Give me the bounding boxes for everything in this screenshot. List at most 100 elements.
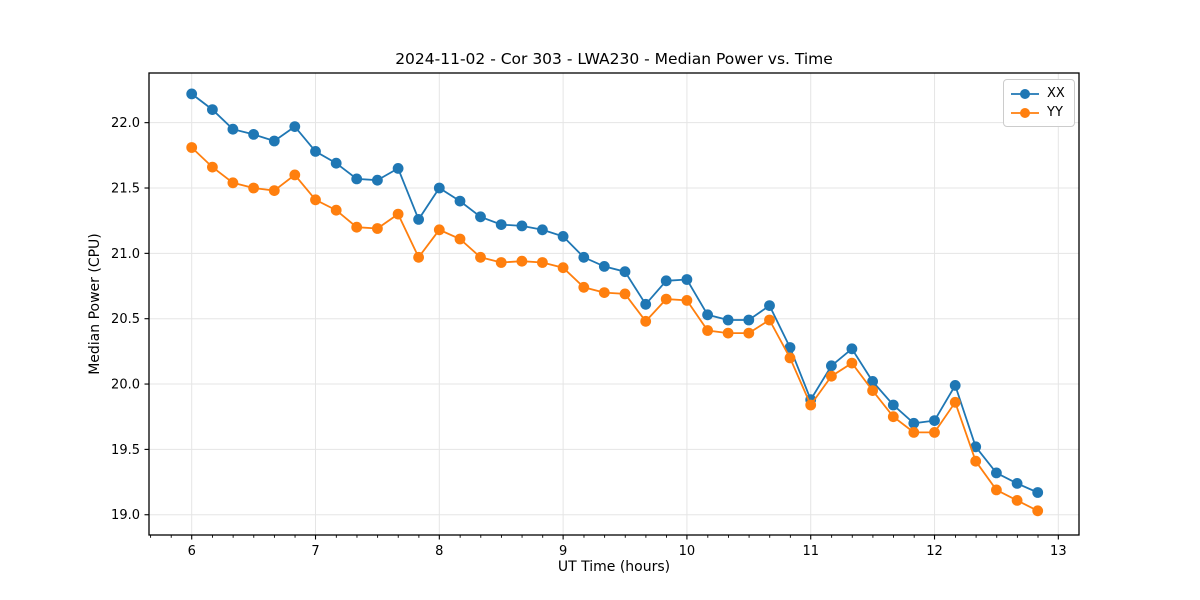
x-tick-label: 13 [1050, 544, 1067, 559]
data-point-xx [351, 173, 363, 185]
data-point-yy [846, 357, 858, 369]
data-point-xx [578, 251, 590, 263]
data-point-yy [537, 257, 548, 268]
series-yy-points [186, 142, 1044, 517]
data-point-xx [557, 231, 569, 242]
data-point-yy [248, 182, 259, 194]
data-point-xx [248, 129, 259, 140]
data-point-yy [681, 295, 693, 306]
x-axis-ticks: 6 7 8 9 10 11 12 13 [150, 535, 1067, 559]
data-point-yy [949, 396, 961, 408]
data-point-yy [268, 185, 280, 197]
x-axis-label: UT Time (hours) [557, 559, 671, 575]
data-point-yy [908, 427, 920, 438]
data-point-yy [660, 293, 672, 305]
x-tick-label: 12 [926, 544, 943, 559]
data-point-yy [640, 315, 652, 327]
y-tick-label: 20.5 [111, 312, 140, 327]
y-tick-label: 20.0 [111, 378, 140, 393]
data-point-yy [351, 221, 363, 233]
data-point-xx [722, 314, 734, 326]
x-tick-label: 9 [559, 544, 567, 559]
data-point-xx [289, 121, 301, 132]
data-point-yy [764, 314, 775, 326]
legend-line-marker-yy-icon [1011, 107, 1039, 118]
data-point-yy [826, 370, 837, 382]
data-point-xx [846, 343, 858, 355]
data-point-xx [372, 174, 383, 186]
data-point-yy [929, 427, 940, 438]
data-point-xx [413, 214, 424, 225]
data-point-yy [372, 223, 383, 234]
legend-line-marker-xx-icon [1011, 88, 1039, 99]
x-tick-label: 10 [679, 544, 696, 559]
data-point-xx [186, 88, 198, 100]
data-point-xx [598, 261, 610, 272]
data-point-xx [619, 266, 631, 278]
data-point-xx [433, 182, 445, 194]
x-tick-label: 7 [311, 544, 319, 559]
data-point-yy [743, 327, 755, 339]
data-point-yy [392, 208, 404, 220]
data-point-xx [826, 360, 837, 372]
data-point-xx [268, 135, 280, 147]
data-point-xx [681, 274, 693, 285]
data-point-yy [702, 325, 713, 336]
data-point-yy [598, 287, 610, 298]
data-point-yy [413, 251, 424, 263]
data-point-yy [207, 161, 218, 173]
data-point-yy [186, 142, 198, 153]
data-point-yy [1011, 495, 1023, 506]
legend-label-yy: YY [1047, 104, 1063, 120]
plot-border [148, 72, 1080, 536]
data-point-yy [433, 224, 445, 236]
data-point-xx [702, 309, 713, 321]
legend-label-xx: XX [1047, 85, 1065, 101]
gridlines [149, 73, 1079, 535]
y-tick-label: 21.0 [111, 247, 140, 262]
data-point-yy [784, 352, 796, 364]
data-point-yy [1032, 505, 1044, 517]
data-point-yy [516, 255, 528, 267]
data-point-yy [227, 177, 239, 189]
series-xx-points [186, 88, 1044, 498]
data-point-xx [784, 342, 796, 353]
x-tick-label: 6 [188, 544, 196, 559]
legend-item-yy: YY [1010, 103, 1066, 122]
legend: XX YY [1003, 79, 1075, 127]
data-point-yy [805, 399, 817, 411]
data-point-xx [640, 298, 652, 310]
data-point-yy [310, 194, 321, 206]
data-point-yy [557, 262, 569, 274]
data-point-yy [330, 204, 342, 216]
data-point-yy [887, 411, 899, 423]
y-axis-ticks: 19.0 19.5 20.0 20.5 21.0 21.5 22.0 [111, 116, 149, 523]
data-point-xx [908, 417, 920, 429]
data-point-xx [929, 415, 940, 426]
y-tick-label: 19.0 [111, 508, 140, 523]
data-point-yy [970, 455, 982, 467]
legend-item-xx: XX [1010, 84, 1066, 103]
data-point-yy [578, 281, 590, 293]
data-point-xx [867, 376, 878, 387]
x-tick-label: 11 [802, 544, 819, 559]
data-point-xx [475, 211, 486, 223]
data-point-xx [392, 163, 404, 174]
data-point-xx [660, 275, 672, 287]
data-point-xx [516, 220, 528, 232]
data-point-xx [495, 219, 507, 231]
data-point-xx [310, 146, 321, 157]
data-point-xx [1032, 487, 1044, 498]
data-point-yy [619, 288, 631, 300]
data-point-yy [867, 385, 878, 396]
y-tick-label: 21.5 [111, 182, 140, 197]
data-point-xx [227, 123, 239, 135]
y-tick-label: 19.5 [111, 443, 140, 458]
data-point-yy [991, 484, 1002, 496]
data-point-xx [970, 441, 982, 453]
chart-title: 2024-11-02 - Cor 303 - LWA230 - Median P… [395, 50, 833, 68]
data-point-yy [495, 257, 507, 268]
data-point-yy [475, 251, 486, 263]
data-point-xx [887, 399, 899, 411]
data-point-xx [330, 157, 342, 169]
